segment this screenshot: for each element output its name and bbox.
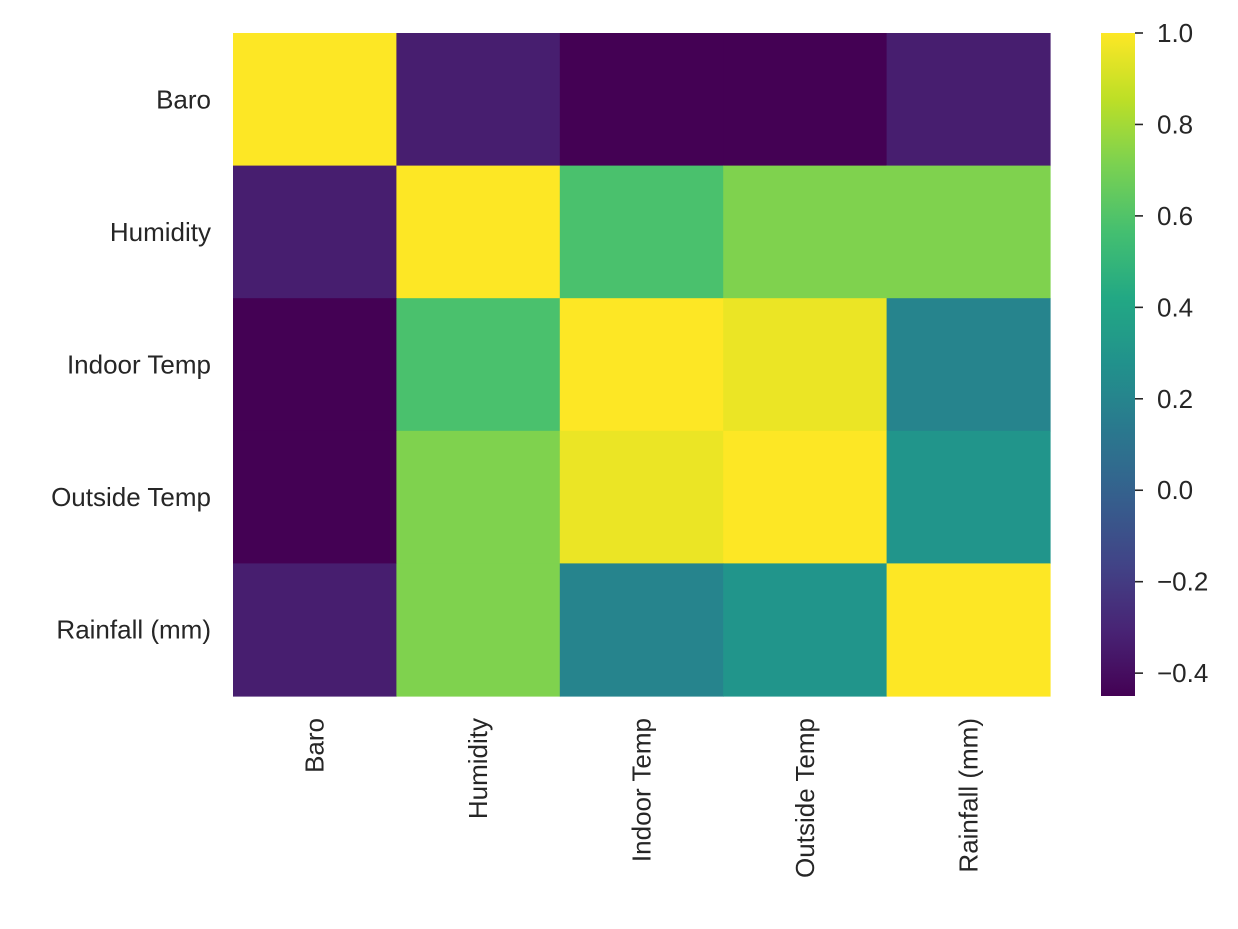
colorbar-tick-label: 0.2 bbox=[1157, 384, 1193, 414]
heatmap-cell bbox=[886, 298, 1051, 432]
heatmap-cell bbox=[559, 165, 724, 299]
colorbar-ticks: 1.0 0.8 0.6 0.4 0.2 0.0 −0.2 −0.4 bbox=[1135, 18, 1208, 688]
colorbar-tick-label: 1.0 bbox=[1157, 18, 1193, 48]
heatmap-cell bbox=[396, 563, 561, 697]
heatmap-cell bbox=[886, 430, 1051, 564]
heatmap-cell bbox=[396, 165, 561, 299]
colorbar-tick-label: −0.2 bbox=[1157, 567, 1208, 597]
heatmap-cell bbox=[233, 430, 397, 564]
y-tick-label: Humidity bbox=[110, 217, 211, 247]
x-tick-label: Outside Temp bbox=[790, 718, 820, 878]
heatmap-cells bbox=[233, 33, 1051, 697]
heatmap-cell bbox=[559, 563, 724, 697]
y-tick-label: Outside Temp bbox=[51, 482, 211, 512]
colorbar-tick-label: 0.0 bbox=[1157, 475, 1193, 505]
y-tick-label: Indoor Temp bbox=[67, 350, 211, 380]
heatmap-cell bbox=[886, 165, 1051, 299]
heatmap-cell bbox=[559, 430, 724, 564]
y-tick-label: Baro bbox=[156, 84, 211, 114]
x-tick-label: Rainfall (mm) bbox=[953, 718, 983, 873]
colorbar-tick-label: 0.6 bbox=[1157, 201, 1193, 231]
heatmap-cell bbox=[723, 563, 888, 697]
heatmap-cell bbox=[886, 33, 1051, 167]
colorbar-tick-label: 0.8 bbox=[1157, 109, 1193, 139]
heatmap-cell bbox=[723, 298, 888, 432]
heatmap-cell bbox=[396, 298, 561, 432]
heatmap-cell bbox=[723, 165, 888, 299]
y-tick-label: Rainfall (mm) bbox=[56, 615, 211, 645]
heatmap-cell bbox=[723, 33, 888, 167]
x-axis-tick-labels: Baro Humidity Indoor Temp Outside Temp Rainf… bbox=[300, 718, 984, 878]
x-tick-label: Humidity bbox=[463, 718, 493, 819]
x-tick-label: Baro bbox=[300, 718, 330, 773]
colorbar bbox=[1101, 33, 1135, 696]
heatmap-cell bbox=[723, 430, 888, 564]
heatmap-cell bbox=[559, 298, 724, 432]
heatmap-cell bbox=[559, 33, 724, 167]
heatmap-cell bbox=[396, 430, 561, 564]
heatmap-cell bbox=[886, 563, 1051, 697]
heatmap-cell bbox=[233, 563, 397, 697]
colorbar-tick-label: −0.4 bbox=[1157, 658, 1208, 688]
y-axis-tick-labels: Baro Humidity Indoor Temp Outside Temp Rainf… bbox=[51, 84, 211, 644]
heatmap-cell bbox=[233, 165, 397, 299]
colorbar-tick-label: 0.4 bbox=[1157, 292, 1193, 322]
heatmap-cell bbox=[396, 33, 561, 167]
x-tick-label: Indoor Temp bbox=[627, 718, 657, 862]
heatmap-cell bbox=[233, 298, 397, 432]
heatmap-cell bbox=[233, 33, 397, 167]
